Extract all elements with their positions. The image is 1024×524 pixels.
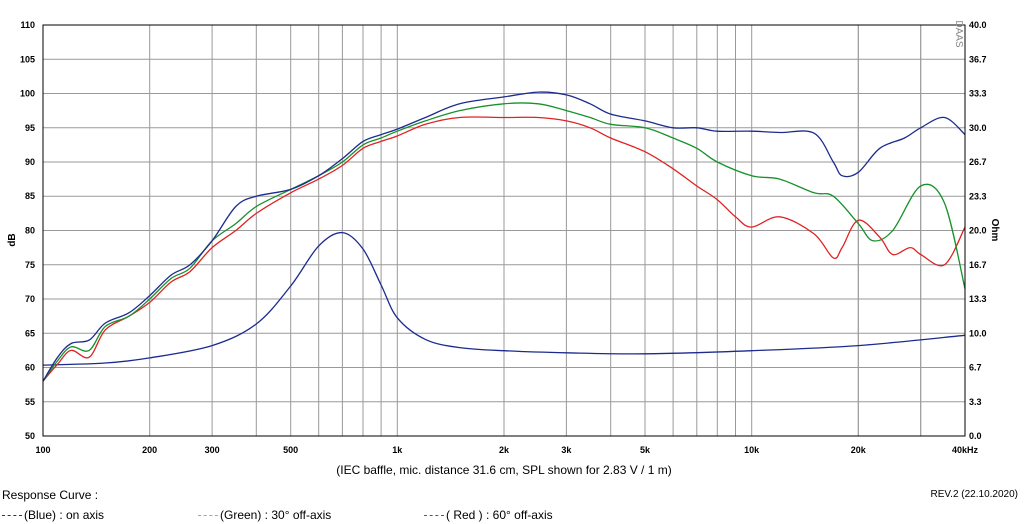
x-tick-label: 1k: [392, 445, 403, 455]
x-tick-label: 3k: [561, 445, 572, 455]
y-right-tick-label: 26.7: [969, 157, 987, 167]
legend-title: Response Curve :: [2, 488, 99, 502]
y-left-tick-label: 110: [20, 20, 35, 30]
y-right-tick-label: 0.0: [969, 431, 982, 441]
x-tick-label: 200: [142, 445, 157, 455]
y-right-tick-label: 16.7: [969, 260, 987, 270]
series-group: [42, 91, 966, 382]
legend-label-on-axis: (Blue) : on axis: [24, 508, 105, 522]
legend-swatch-green: [198, 515, 218, 517]
legend-item-60-off-axis: ( Red ) : 60° off-axis: [424, 508, 553, 522]
x-tick-labels: 100 200 300 500 1k 2k 3k 5k 10k 20k 40kHz: [35, 445, 978, 455]
x-tick-label: 500: [283, 445, 298, 455]
series-line-blue-impedance: [42, 231, 966, 366]
y-left-tick-label: 50: [25, 431, 35, 441]
x-tick-label: 300: [205, 445, 220, 455]
y-left-tick-labels: 50 55 60 65 70 75 80 85 90 95 100 105 110: [20, 20, 35, 441]
x-tick-label: 100: [35, 445, 50, 455]
y-right-tick-label: 23.3: [969, 191, 987, 201]
y-left-tick-label: 100: [20, 89, 35, 99]
legend-label-30-off-axis: (Green) : 30° off-axis: [220, 508, 332, 522]
y-left-tick-label: 60: [25, 363, 35, 373]
y-right-tick-label: 20.0: [969, 226, 987, 236]
series-line-green: [42, 102, 966, 382]
legend-item-on-axis: (Blue) : on axis: [2, 508, 104, 522]
x-tick-label: 10k: [744, 445, 760, 455]
y-left-tick-label: 95: [25, 123, 35, 133]
legend-swatch-red: [424, 515, 444, 517]
y-left-tick-label: 105: [20, 54, 35, 64]
y-left-tick-label: 85: [25, 191, 35, 201]
x-tick-label: 40kHz: [952, 445, 979, 455]
x-tick-label: 5k: [640, 445, 651, 455]
series-line-red: [42, 116, 966, 382]
y-right-axis-label: Ohm: [989, 219, 1000, 242]
series-line-blue: [42, 91, 966, 382]
x-tick-label: 20k: [851, 445, 867, 455]
y-left-tick-label: 75: [25, 260, 35, 270]
y-right-tick-labels: 0.0 3.3 6.7 10.0 13.3 16.7 20.0 23.3 26.7 30.0 33.…: [969, 20, 987, 441]
legend-item-30-off-axis: (Green) : 30° off-axis: [198, 508, 331, 522]
legend-label-60-off-axis: ( Red ) : 60° off-axis: [446, 508, 553, 522]
grid: [43, 25, 965, 436]
y-right-tick-label: 13.3: [969, 294, 987, 304]
y-left-tick-label: 70: [25, 294, 35, 304]
plot-frame: [42, 24, 966, 437]
y-left-tick-label: 65: [25, 328, 35, 338]
y-right-tick-label: 10.0: [969, 328, 987, 338]
y-right-tick-label: 3.3: [969, 397, 982, 407]
y-right-tick-label: 6.7: [969, 363, 982, 373]
y-right-tick-label: 30.0: [969, 123, 987, 133]
y-right-tick-label: 33.3: [969, 89, 987, 99]
y-right-tick-label: 40.0: [969, 20, 987, 30]
frequency-response-chart: 100 200 300 500 1k 2k 3k 5k 10k 20k 40kHz 50 55 60 65…: [7, 20, 1000, 477]
revision-label: REV.2 (22.10.2020): [930, 489, 1018, 500]
brand-watermark: DAAS: [953, 20, 964, 48]
y-left-axis-label: dB: [7, 233, 18, 246]
y-left-tick-label: 55: [25, 397, 35, 407]
legend-swatch-blue: [2, 515, 22, 517]
x-tick-label: 2k: [499, 445, 510, 455]
y-left-tick-label: 80: [25, 226, 35, 236]
y-left-tick-label: 90: [25, 157, 35, 167]
chart-caption: (IEC baffle, mic. distance 31.6 cm, SPL …: [336, 463, 671, 477]
y-right-tick-label: 36.7: [969, 54, 987, 64]
